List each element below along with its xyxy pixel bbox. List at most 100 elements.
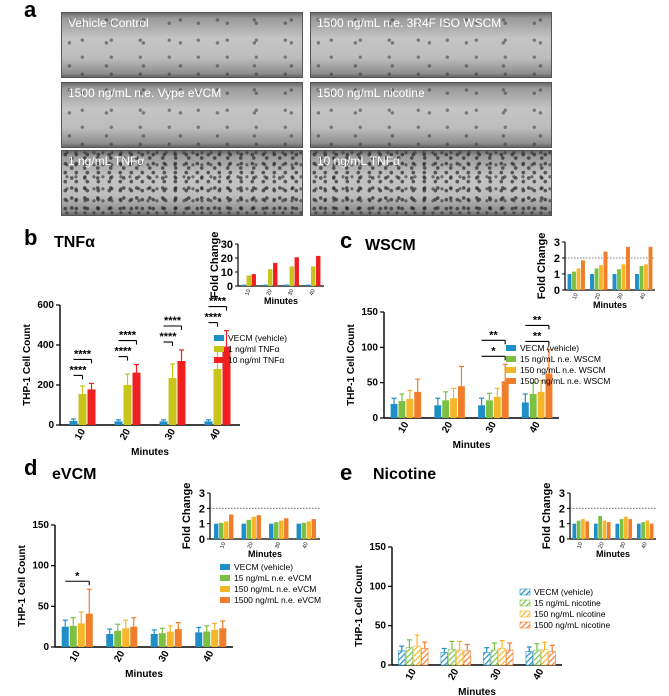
y-axis-label: THP-1 Cell Count [17, 545, 28, 627]
inset-x-axis-label: Minutes [593, 300, 627, 310]
inset-y-tick-label: 0 [227, 281, 233, 293]
inset-y-tick-label: 3 [199, 488, 205, 500]
inset-bar [593, 523, 598, 539]
inset-bar [279, 520, 284, 539]
bar [413, 645, 421, 666]
inset-bar [311, 519, 316, 539]
significance-label: * [491, 345, 496, 357]
significance-label: **** [209, 296, 227, 308]
bar [174, 629, 182, 647]
inset-bar [268, 269, 273, 286]
bar [458, 386, 465, 418]
bar [211, 629, 219, 647]
bar [166, 631, 174, 647]
inset-bar [602, 520, 607, 539]
inset-bar [612, 274, 617, 290]
bar [490, 649, 499, 666]
bar [501, 381, 509, 418]
inset-bar [606, 522, 611, 539]
bar [195, 632, 203, 647]
fold-change-inset: 0 1 2 3 10 20 30 40 Minutes Fold Change [536, 233, 655, 310]
inset-bar [241, 284, 246, 286]
bar [390, 403, 398, 418]
bar [442, 400, 450, 418]
legend-swatch [506, 345, 516, 351]
bar [85, 613, 93, 647]
panel-letter-a: a [24, 0, 37, 22]
bar [398, 650, 406, 666]
y-tick-label: 150 [369, 542, 386, 553]
inset-y-axis-label: Fold Change [181, 483, 193, 550]
inset-bar [576, 268, 581, 290]
micrograph-2: 1500 ng/mL n.e. 3R4F ISO WSCM [310, 12, 552, 78]
inset-x-axis-label: Minutes [248, 549, 282, 559]
inset-bar [624, 516, 628, 539]
panel-letter-e: e [340, 460, 353, 485]
bar [177, 361, 186, 425]
x-tick-label: 10 [404, 667, 419, 683]
inset-bar [241, 523, 246, 539]
inset-bar [224, 521, 229, 539]
y-tick-label: 150 [361, 307, 378, 318]
inset-y-tick-label: 2 [559, 503, 565, 515]
legend-label: 150 ng/mL n.e. WSCM [520, 365, 606, 375]
inset-x-tick-label: 10 [572, 293, 580, 301]
y-tick-label: 150 [32, 520, 49, 531]
inset-y-tick-label: 1 [559, 519, 565, 531]
legend-swatch [214, 335, 224, 341]
legend-swatch [519, 599, 531, 607]
bar [114, 421, 123, 425]
inset-y-axis-label: Fold Change [536, 233, 548, 300]
y-tick-label: 600 [37, 300, 54, 311]
inset-x-tick-label: 10 [219, 542, 227, 550]
bar [158, 633, 166, 647]
inset-bar [590, 274, 594, 290]
inset-bar [615, 523, 620, 539]
significance-label: **** [69, 364, 87, 376]
x-tick-label: 10 [396, 420, 411, 436]
x-tick-label: 30 [489, 667, 504, 683]
significance-label: ** [533, 330, 542, 342]
inset-y-tick-label: 1 [554, 269, 560, 281]
x-tick-label: 20 [118, 427, 133, 443]
micrograph-label: Vehicle Control [68, 16, 149, 30]
legend-label: 10 ng/ml TNFα [228, 355, 284, 365]
inset-bar [301, 522, 306, 539]
legend-label: VECM (vehicle) [534, 587, 593, 597]
inset-y-tick-label: 20 [221, 253, 233, 265]
significance-label: **** [159, 331, 177, 343]
x-axis-label: Minutes [125, 669, 163, 680]
bar [69, 625, 77, 647]
y-tick-label: 50 [375, 621, 387, 632]
bar [483, 652, 491, 666]
inset-bar [229, 514, 234, 539]
inset-y-tick-label: 3 [559, 488, 565, 500]
x-tick-label: 20 [446, 667, 461, 683]
legend-label: VECM (vehicle) [228, 333, 287, 343]
y-tick-label: 400 [37, 340, 54, 351]
legend-swatch [506, 356, 516, 362]
inset-bar [294, 257, 299, 286]
legend-label: VECM (vehicle) [520, 343, 579, 353]
bar [434, 405, 442, 418]
inset-y-tick-label: 0 [559, 534, 565, 546]
inset-bar [649, 523, 654, 539]
inset-x-tick-label: 40 [641, 542, 649, 550]
y-tick-label: 50 [38, 601, 50, 612]
inset-x-axis-label: Minutes [264, 296, 298, 306]
inset-x-tick-label: 10 [244, 289, 252, 297]
significance-label: **** [119, 330, 137, 342]
significance-label: ** [533, 314, 542, 326]
inset-y-tick-label: 30 [221, 239, 233, 251]
legend-swatch [220, 564, 230, 570]
inset-bar [617, 269, 621, 290]
bar [533, 649, 541, 666]
bar [213, 369, 222, 425]
bar [123, 385, 132, 425]
legend-swatch [214, 346, 224, 352]
significance-label: **** [164, 315, 182, 327]
